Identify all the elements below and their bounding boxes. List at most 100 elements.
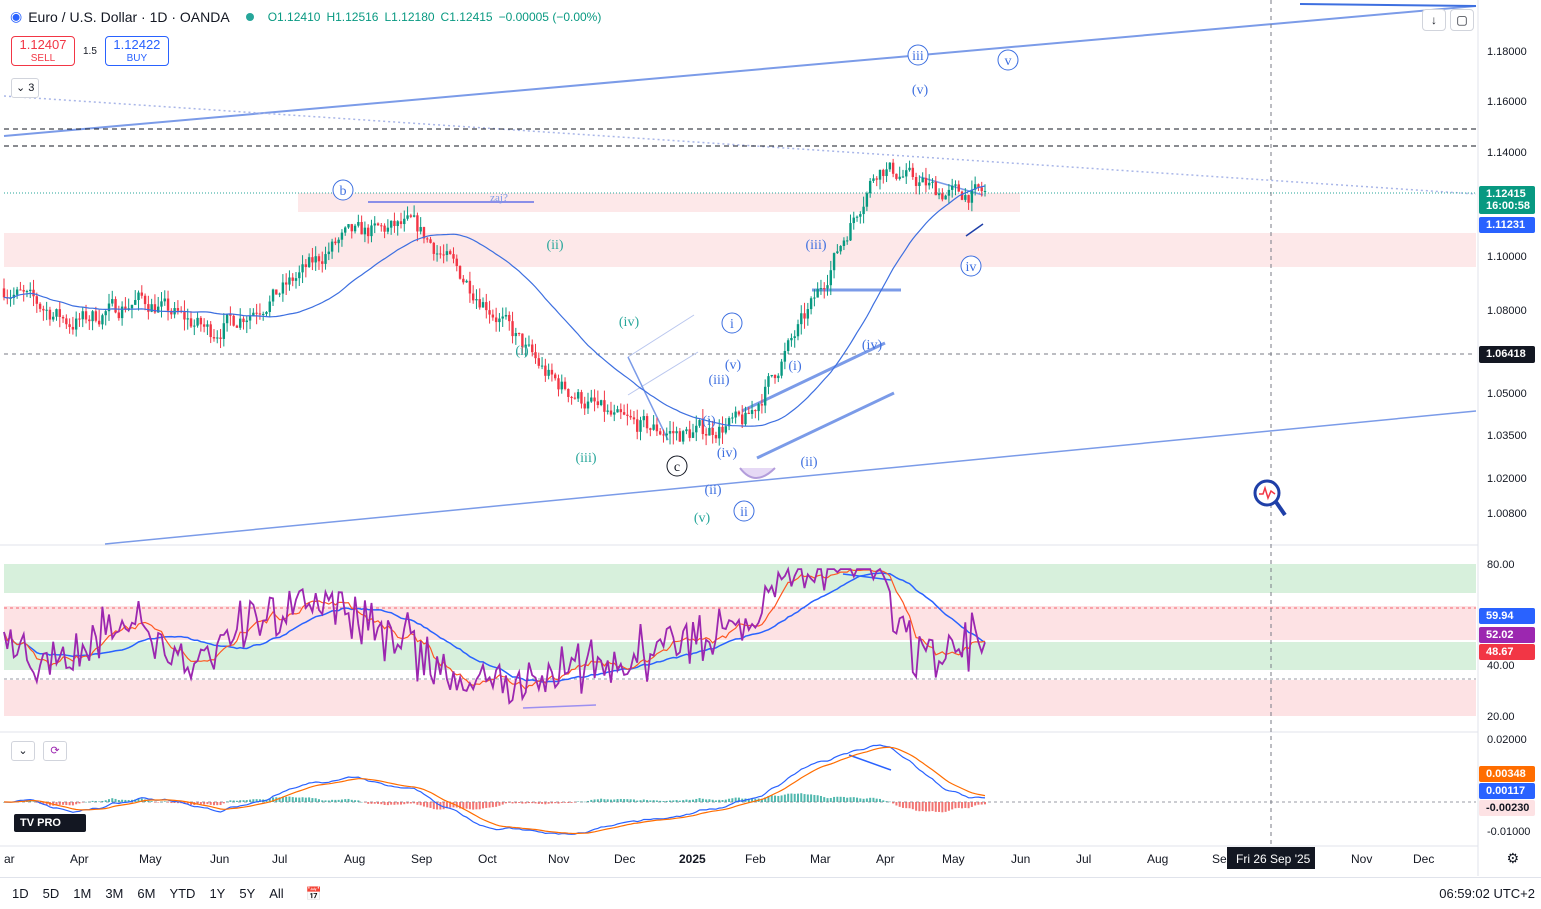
zoom-search-icon[interactable] xyxy=(1253,479,1287,517)
candle-body xyxy=(750,410,754,414)
wave-label[interactable]: (ii) xyxy=(546,238,563,253)
divergence-line[interactable] xyxy=(522,704,597,709)
fan-line[interactable] xyxy=(627,351,699,396)
range-button-ytd[interactable]: YTD xyxy=(169,886,196,901)
candle-body xyxy=(832,253,836,271)
time-tick-label: Feb xyxy=(745,852,766,866)
candle-body xyxy=(652,424,655,430)
arrow-down-icon[interactable]: ↓ xyxy=(1422,9,1446,31)
wave-label[interactable]: (iii) xyxy=(576,451,597,466)
macd-histogram-bar xyxy=(196,802,199,805)
buy-button[interactable]: 1.12422 BUY xyxy=(104,36,169,66)
wave-label[interactable]: (iv) xyxy=(717,446,738,461)
candle-body xyxy=(393,220,396,227)
macd-histogram-bar xyxy=(793,793,796,802)
time-axis[interactable]: ar Apr May Jun Jul Aug Sep Oct Nov Dec 2025 Feb Mar A… xyxy=(4,847,1434,869)
collapse-pane-icon[interactable]: ⌄ xyxy=(11,741,35,761)
candle-body xyxy=(714,434,718,439)
price-axis[interactable]: 1.18000 1.16000 1.14000 1.10000 1.08000 1.050… xyxy=(1479,46,1535,838)
signal-line xyxy=(4,746,986,835)
wave-label[interactable]: (iv) xyxy=(862,338,883,353)
wedge-lower[interactable] xyxy=(756,391,895,460)
time-tick-label: Apr xyxy=(876,852,895,866)
wave-label[interactable]: c xyxy=(674,460,680,475)
gear-icon[interactable]: ⚙ xyxy=(1506,850,1519,866)
macd-histogram-bar xyxy=(88,801,91,803)
divergence-line[interactable] xyxy=(848,754,892,771)
wave-label[interactable]: i xyxy=(730,317,734,332)
clock-display[interactable]: 06:59:02 UTC+2 xyxy=(1439,886,1535,901)
wave-label[interactable]: v xyxy=(1005,54,1012,69)
refresh-icon[interactable]: ⟳ xyxy=(43,741,67,761)
wave-label[interactable]: iii xyxy=(912,49,924,64)
sell-button[interactable]: 1.12407 SELL xyxy=(11,36,75,66)
wave-label[interactable]: (iii) xyxy=(709,373,730,388)
wedge-line[interactable] xyxy=(965,223,984,237)
range-button-5y[interactable]: 5Y xyxy=(239,886,256,901)
candle-body xyxy=(678,431,682,442)
wave-label[interactable]: (i) xyxy=(788,359,802,374)
tradingview-logo[interactable]: TV PRO xyxy=(14,814,86,832)
wave-label[interactable]: (iii) xyxy=(806,238,827,253)
macd-histogram-bar xyxy=(527,802,530,804)
candle-body xyxy=(859,214,862,217)
range-button-6m[interactable]: 6M xyxy=(137,886,156,901)
range-button-1m[interactable]: 1M xyxy=(73,886,92,901)
wave-label-circle xyxy=(960,255,982,277)
wave-label[interactable]: iv xyxy=(966,260,977,275)
symbol-title[interactable]: Euro / U.S. Dollar · 1D · OANDA xyxy=(28,8,230,25)
channel-lower-line[interactable] xyxy=(104,410,1477,545)
macd-histogram-bar xyxy=(462,802,465,809)
channel-upper-line[interactable] xyxy=(3,5,1477,137)
candle-body xyxy=(389,220,393,228)
macd-histogram-bar xyxy=(813,794,816,802)
macd-histogram-bar xyxy=(272,797,275,802)
wave-label[interactable]: ii xyxy=(740,505,748,520)
wave-label[interactable]: (ii) xyxy=(800,455,817,470)
range-button-3m[interactable]: 3M xyxy=(105,886,124,901)
macd-histogram-bar xyxy=(849,797,852,802)
wave-label[interactable]: (v) xyxy=(694,511,711,526)
channel-top-segment[interactable] xyxy=(1299,3,1477,7)
candle-body xyxy=(636,419,639,432)
candle-body xyxy=(209,324,212,338)
wave-label[interactable]: (i) xyxy=(515,344,529,359)
wave-label[interactable]: (v) xyxy=(912,83,929,98)
wave-label[interactable]: (iv) xyxy=(619,315,640,330)
candle-body xyxy=(52,316,55,320)
fan-line[interactable] xyxy=(627,314,695,358)
calendar-icon[interactable]: 📅 xyxy=(305,885,322,901)
wave-label[interactable]: b xyxy=(340,184,347,199)
range-button-5d[interactable]: 5D xyxy=(42,886,60,901)
divergence-line[interactable] xyxy=(842,573,892,581)
wave-label[interactable]: (v) xyxy=(725,358,742,373)
chevron-down-icon: ⌄ xyxy=(16,82,26,94)
fan-line[interactable] xyxy=(627,356,669,441)
macd-histogram-bar xyxy=(701,798,704,802)
candle-body xyxy=(721,426,724,433)
range-button-1d[interactable]: 1D xyxy=(12,886,29,901)
candle-body xyxy=(29,289,32,292)
candle-body xyxy=(918,182,921,186)
dotted-trend-line[interactable] xyxy=(3,95,1477,195)
candle-body xyxy=(225,314,229,324)
macd-histogram-bar xyxy=(698,798,701,802)
time-tick-label: Sep xyxy=(411,852,433,866)
candle-body xyxy=(284,282,288,285)
macd-histogram-bar xyxy=(245,800,248,802)
candle-body xyxy=(905,170,908,177)
candle-body xyxy=(783,350,787,362)
range-button-all[interactable]: All xyxy=(269,886,284,901)
indicators-toggle[interactable]: ⌄ 3 xyxy=(11,78,40,98)
wave-label[interactable]: (i) xyxy=(702,414,716,429)
wedge-upper[interactable] xyxy=(741,341,886,413)
candle-body xyxy=(317,256,321,262)
wave-label[interactable]: zaj? xyxy=(490,192,508,204)
wave-label[interactable]: (ii) xyxy=(704,483,721,498)
macd-histogram-bar xyxy=(928,802,931,812)
candle-body xyxy=(524,344,527,348)
range-button-1y[interactable]: 1Y xyxy=(209,886,226,901)
fullscreen-icon[interactable]: ▢ xyxy=(1450,9,1474,31)
elliott-wave-labels[interactable]: b zaj?(ii)(iv)(i)(iii)c(v)i(v)(iii)(i)(iv… xyxy=(332,44,1019,526)
